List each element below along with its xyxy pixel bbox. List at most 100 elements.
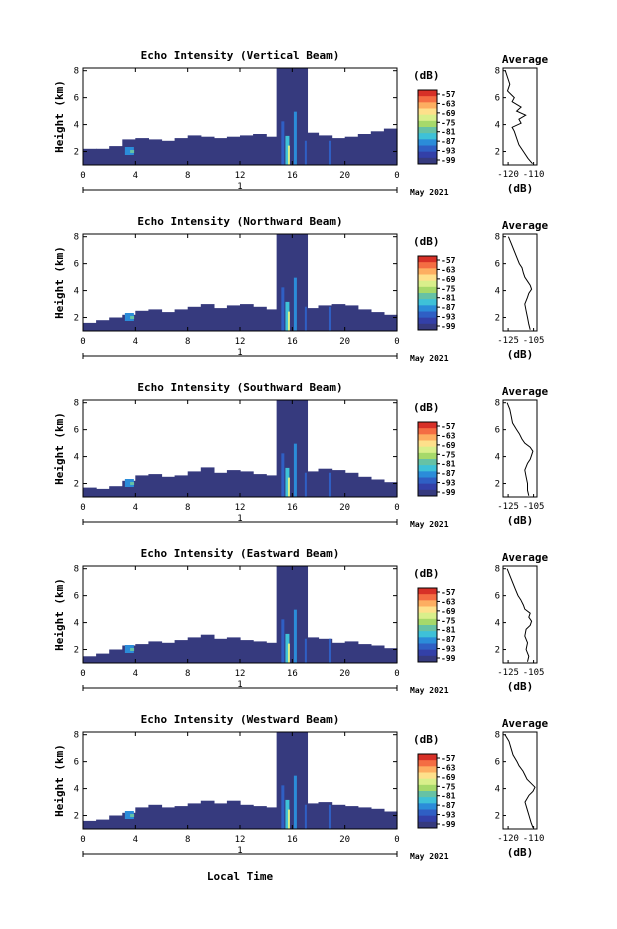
echo-column bbox=[148, 309, 163, 331]
rain-core-streak bbox=[285, 799, 290, 829]
echo-column bbox=[83, 487, 97, 497]
echo-patch bbox=[124, 147, 134, 155]
colorbar-segment bbox=[418, 815, 437, 823]
date-label: May 2021 bbox=[410, 852, 449, 861]
profile-x-tick-label: -120 bbox=[497, 834, 519, 844]
echo-column bbox=[148, 641, 163, 663]
x-tick-label: 20 bbox=[339, 669, 350, 679]
colorbar-segment bbox=[418, 434, 437, 441]
rain-core-streak bbox=[287, 809, 290, 829]
echo-column bbox=[96, 653, 110, 663]
colorbar-tick-label: -99 bbox=[441, 156, 456, 165]
echo-column bbox=[187, 306, 202, 332]
colorbar-segment bbox=[418, 631, 437, 638]
echo-column bbox=[135, 138, 149, 165]
colorbar-tick-label: -99 bbox=[441, 488, 456, 497]
profile-y-tick-label: 8 bbox=[495, 565, 500, 575]
colorbar-tick-label: -93 bbox=[441, 479, 456, 488]
date-label: May 2021 bbox=[410, 354, 449, 363]
profile-x-tick-label: -105 bbox=[523, 502, 545, 512]
rain-core-streak bbox=[285, 301, 290, 331]
profile-frame bbox=[502, 67, 538, 166]
echo-column bbox=[213, 638, 228, 664]
echo-column bbox=[383, 648, 398, 663]
panel-title: Echo Intensity (Vertical Beam) bbox=[141, 49, 340, 62]
colorbar-tick-label: -63 bbox=[441, 431, 456, 440]
echo-column bbox=[148, 139, 163, 165]
colorbar-segment bbox=[418, 268, 437, 275]
panel-title: Echo Intensity (Eastward Beam) bbox=[141, 547, 340, 560]
x-tick-label: 0 bbox=[394, 835, 399, 845]
y-axis-label: Height (km) bbox=[53, 412, 66, 485]
echo-column bbox=[187, 803, 202, 829]
colorbar-tick-label: -87 bbox=[441, 303, 456, 312]
colorbar-segment bbox=[418, 784, 437, 792]
echo-column bbox=[226, 305, 241, 331]
echo-column bbox=[187, 135, 202, 165]
echo-column bbox=[305, 803, 320, 829]
y-tick-label: 2 bbox=[74, 812, 79, 822]
y-tick-label: 6 bbox=[74, 94, 79, 104]
echo-column bbox=[213, 472, 228, 498]
rain-core-streak bbox=[304, 804, 307, 829]
y-tick-label: 8 bbox=[74, 233, 79, 243]
echo-column bbox=[161, 642, 176, 663]
date-label: May 2021 bbox=[410, 686, 449, 695]
profile-title: Average bbox=[502, 53, 549, 66]
echo-column bbox=[331, 138, 346, 165]
y-tick-label: 4 bbox=[74, 287, 79, 297]
y-tick-label: 2 bbox=[74, 148, 79, 158]
profile-frame bbox=[502, 233, 538, 332]
echo-column bbox=[148, 804, 163, 830]
echo-patch bbox=[124, 811, 134, 819]
echo-column bbox=[305, 132, 320, 165]
colorbar-tick-label: -57 bbox=[441, 754, 456, 763]
profile-y-tick-label: 6 bbox=[495, 426, 500, 436]
profile-y-tick-label: 8 bbox=[495, 399, 500, 409]
x-tick-label: 8 bbox=[185, 669, 190, 679]
echo-column bbox=[305, 308, 320, 331]
colorbar-segment bbox=[418, 151, 437, 159]
x-tick-label: 8 bbox=[185, 171, 190, 181]
y-axis-label: Height (km) bbox=[53, 744, 66, 817]
x-axis-label: Local Time bbox=[207, 870, 274, 883]
rain-core-streak bbox=[281, 453, 285, 497]
colorbar-segment bbox=[418, 274, 437, 282]
x-tick-label: 0 bbox=[394, 669, 399, 679]
echo-patch bbox=[124, 313, 134, 321]
profile-x-label: (dB) bbox=[507, 348, 534, 361]
echo-column bbox=[331, 304, 346, 331]
colorbar-tick-label: -75 bbox=[441, 782, 456, 791]
x-tick-label: 16 bbox=[287, 503, 298, 513]
colorbar-segment bbox=[418, 772, 437, 780]
x-tick-label: 0 bbox=[80, 503, 85, 513]
colorbar-tick-label: -69 bbox=[441, 109, 456, 118]
y-tick-label: 6 bbox=[74, 592, 79, 602]
x-tick-label: 4 bbox=[133, 669, 138, 679]
rain-core-streak bbox=[328, 472, 331, 497]
x-tick-label: 0 bbox=[394, 337, 399, 347]
colorbar-segment bbox=[418, 90, 437, 97]
echo-column bbox=[370, 131, 385, 165]
x-tick-label: 20 bbox=[339, 337, 350, 347]
colorbar-segment bbox=[418, 649, 437, 657]
colorbar-segment bbox=[418, 489, 437, 497]
colorbar-segment bbox=[418, 766, 437, 773]
colorbar-unit: (dB) bbox=[413, 235, 440, 248]
profile-y-tick-label: 4 bbox=[495, 121, 500, 131]
date-label: May 2021 bbox=[410, 520, 449, 529]
echo-column bbox=[266, 807, 280, 829]
echo-column bbox=[370, 312, 385, 331]
echo-column bbox=[135, 475, 149, 497]
profile-y-tick-label: 2 bbox=[495, 148, 500, 158]
colorbar-segment bbox=[418, 262, 437, 269]
echo-column bbox=[96, 488, 110, 497]
echo-column bbox=[240, 304, 254, 331]
colorbar-segment bbox=[418, 280, 437, 288]
beam-panel-1: Echo Intensity (Northward Beam)0 4 8 12 16 20… bbox=[53, 215, 549, 363]
date-label: May 2021 bbox=[410, 188, 449, 197]
profile-y-tick-label: 2 bbox=[495, 812, 500, 822]
rain-core-streak bbox=[293, 609, 297, 663]
echo-column bbox=[174, 309, 189, 331]
profile-title: Average bbox=[502, 219, 549, 232]
